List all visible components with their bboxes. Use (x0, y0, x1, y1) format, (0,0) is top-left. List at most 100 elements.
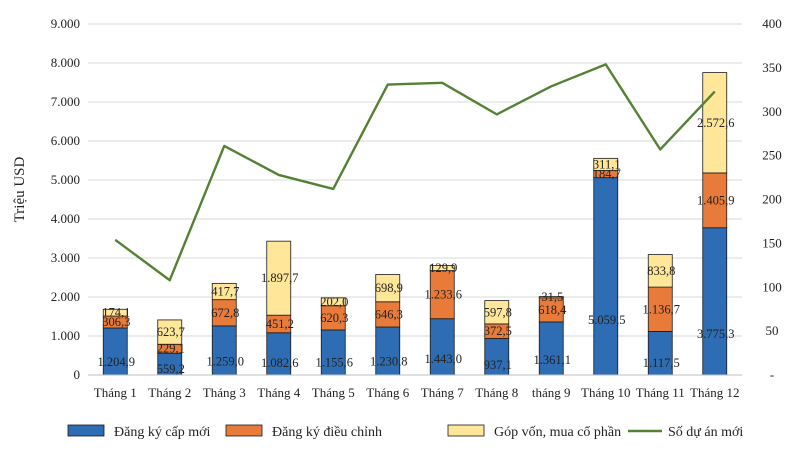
bar-segment (593, 157, 619, 171)
data-label: 1.082,6 (261, 356, 299, 370)
bar-segment (266, 240, 292, 316)
x-tick-label: Tháng 2 (148, 385, 191, 400)
y2-tick-label: 250 (762, 148, 782, 163)
y2-tick-label: 350 (762, 60, 782, 75)
y-tick-label: 8.000 (51, 55, 80, 70)
x-tick-label: Tháng 6 (366, 385, 409, 400)
legend-label: Góp vốn, mua cổ phần (494, 425, 621, 440)
x-tick-label: Tháng 3 (203, 385, 246, 400)
data-label: 1.361,1 (534, 353, 572, 367)
data-label: 1.897,7 (261, 271, 299, 285)
bar-segment (429, 270, 455, 320)
data-label: 202,0 (320, 295, 348, 309)
legend-swatch (447, 424, 485, 437)
data-label: 1.136,7 (643, 302, 681, 316)
bar-segment (375, 326, 401, 376)
x-tick-label: Tháng 12 (690, 385, 739, 400)
bar-segment (320, 297, 346, 307)
data-label: 417,7 (211, 285, 239, 299)
data-label: 3.775,3 (697, 327, 735, 341)
data-label: 229,1 (157, 342, 185, 356)
data-label: 646,3 (375, 307, 403, 321)
y-tick-label: 2.000 (51, 289, 80, 304)
bar-segment (211, 325, 237, 376)
y2-tick-label: 100 (762, 279, 782, 294)
data-label: 597,8 (484, 305, 512, 319)
data-label: 5.059,5 (588, 313, 626, 327)
bar-segment (375, 274, 401, 303)
bar-segment (702, 227, 728, 376)
bar-segment (484, 338, 510, 376)
bar-segment (484, 300, 510, 325)
data-label: 174,1 (102, 306, 130, 320)
data-label: 1.117,5 (643, 356, 680, 370)
x-tick-label: Tháng 10 (581, 385, 630, 400)
x-tick-label: tháng 9 (532, 385, 571, 400)
data-label: 618,4 (538, 303, 567, 317)
y-tick-label: 1.000 (51, 328, 80, 343)
x-tick-label: Tháng 7 (421, 385, 464, 400)
y-tick-label: 7.000 (51, 94, 80, 109)
bar-segment (538, 296, 564, 299)
data-label: 937,1 (484, 358, 512, 372)
data-label: 1.233,6 (425, 288, 463, 302)
data-label: 311,1 (593, 157, 621, 171)
x-tick-label: Tháng 11 (636, 385, 685, 400)
legend-swatch (67, 424, 105, 437)
y-tick-label: 6.000 (51, 133, 80, 148)
y2-tick-label: 400 (762, 16, 782, 31)
y2-tick-label: 200 (762, 192, 782, 207)
bar-segment (538, 297, 564, 323)
x-tick-label: Tháng 8 (475, 385, 518, 400)
y2-tick-label: 300 (762, 104, 782, 119)
bar-segment (157, 319, 183, 345)
data-label: 1.405,9 (697, 193, 735, 207)
x-tick-label: Tháng 1 (94, 385, 137, 400)
y2-tick-label: 150 (762, 235, 782, 250)
bar-segment (429, 318, 455, 376)
data-label: 1.230,8 (370, 355, 408, 369)
data-label: 620,3 (320, 311, 348, 325)
bar-segment (429, 265, 455, 272)
legend-label: Số dự án mới (668, 425, 743, 440)
data-label: 129,9 (429, 261, 457, 275)
bar-segment (102, 308, 128, 317)
data-label: 2.572,6 (697, 116, 735, 130)
legend-label: Đăng ký cấp mới (114, 425, 211, 440)
data-label: 559,2 (157, 362, 185, 376)
data-label: 306,3 (102, 315, 130, 329)
x-tick-label: Tháng 5 (312, 385, 355, 400)
bar-segment (320, 305, 346, 331)
data-label: 1.259,0 (207, 354, 245, 368)
x-tick-label: Tháng 4 (257, 385, 300, 400)
bar-segment (593, 177, 619, 376)
data-label: 1.155,6 (316, 355, 354, 369)
data-label: 672,8 (211, 306, 239, 320)
bar-segment (211, 299, 237, 327)
y-tick-label: 0 (74, 367, 81, 382)
y2-tick-label: - (770, 367, 774, 382)
y-tick-label: 3.000 (51, 250, 80, 265)
data-label: 833,8 (647, 264, 675, 278)
line-series (114, 63, 716, 282)
bar-segment (702, 72, 728, 174)
bar-segment (375, 301, 401, 328)
bar-segment (647, 254, 673, 288)
data-label: 31,5 (541, 290, 563, 304)
y-tick-label: 4.000 (51, 211, 80, 226)
data-label: 1.204,9 (98, 355, 136, 369)
y-axis-label: Triệu USD (12, 156, 28, 222)
y-tick-label: 9.000 (51, 16, 80, 31)
legend-label: Đăng ký điều chỉnh (272, 425, 382, 440)
bar-segment (538, 321, 564, 376)
data-label: 372,5 (484, 324, 512, 338)
bar-segment (702, 172, 728, 229)
data-label: 698,9 (375, 281, 403, 295)
y2-tick-label: 50 (766, 323, 779, 338)
data-label: 623,7 (157, 325, 185, 339)
bar-segment (211, 282, 237, 301)
data-label: 1.443,0 (425, 352, 463, 366)
data-label: 451,2 (266, 317, 294, 331)
